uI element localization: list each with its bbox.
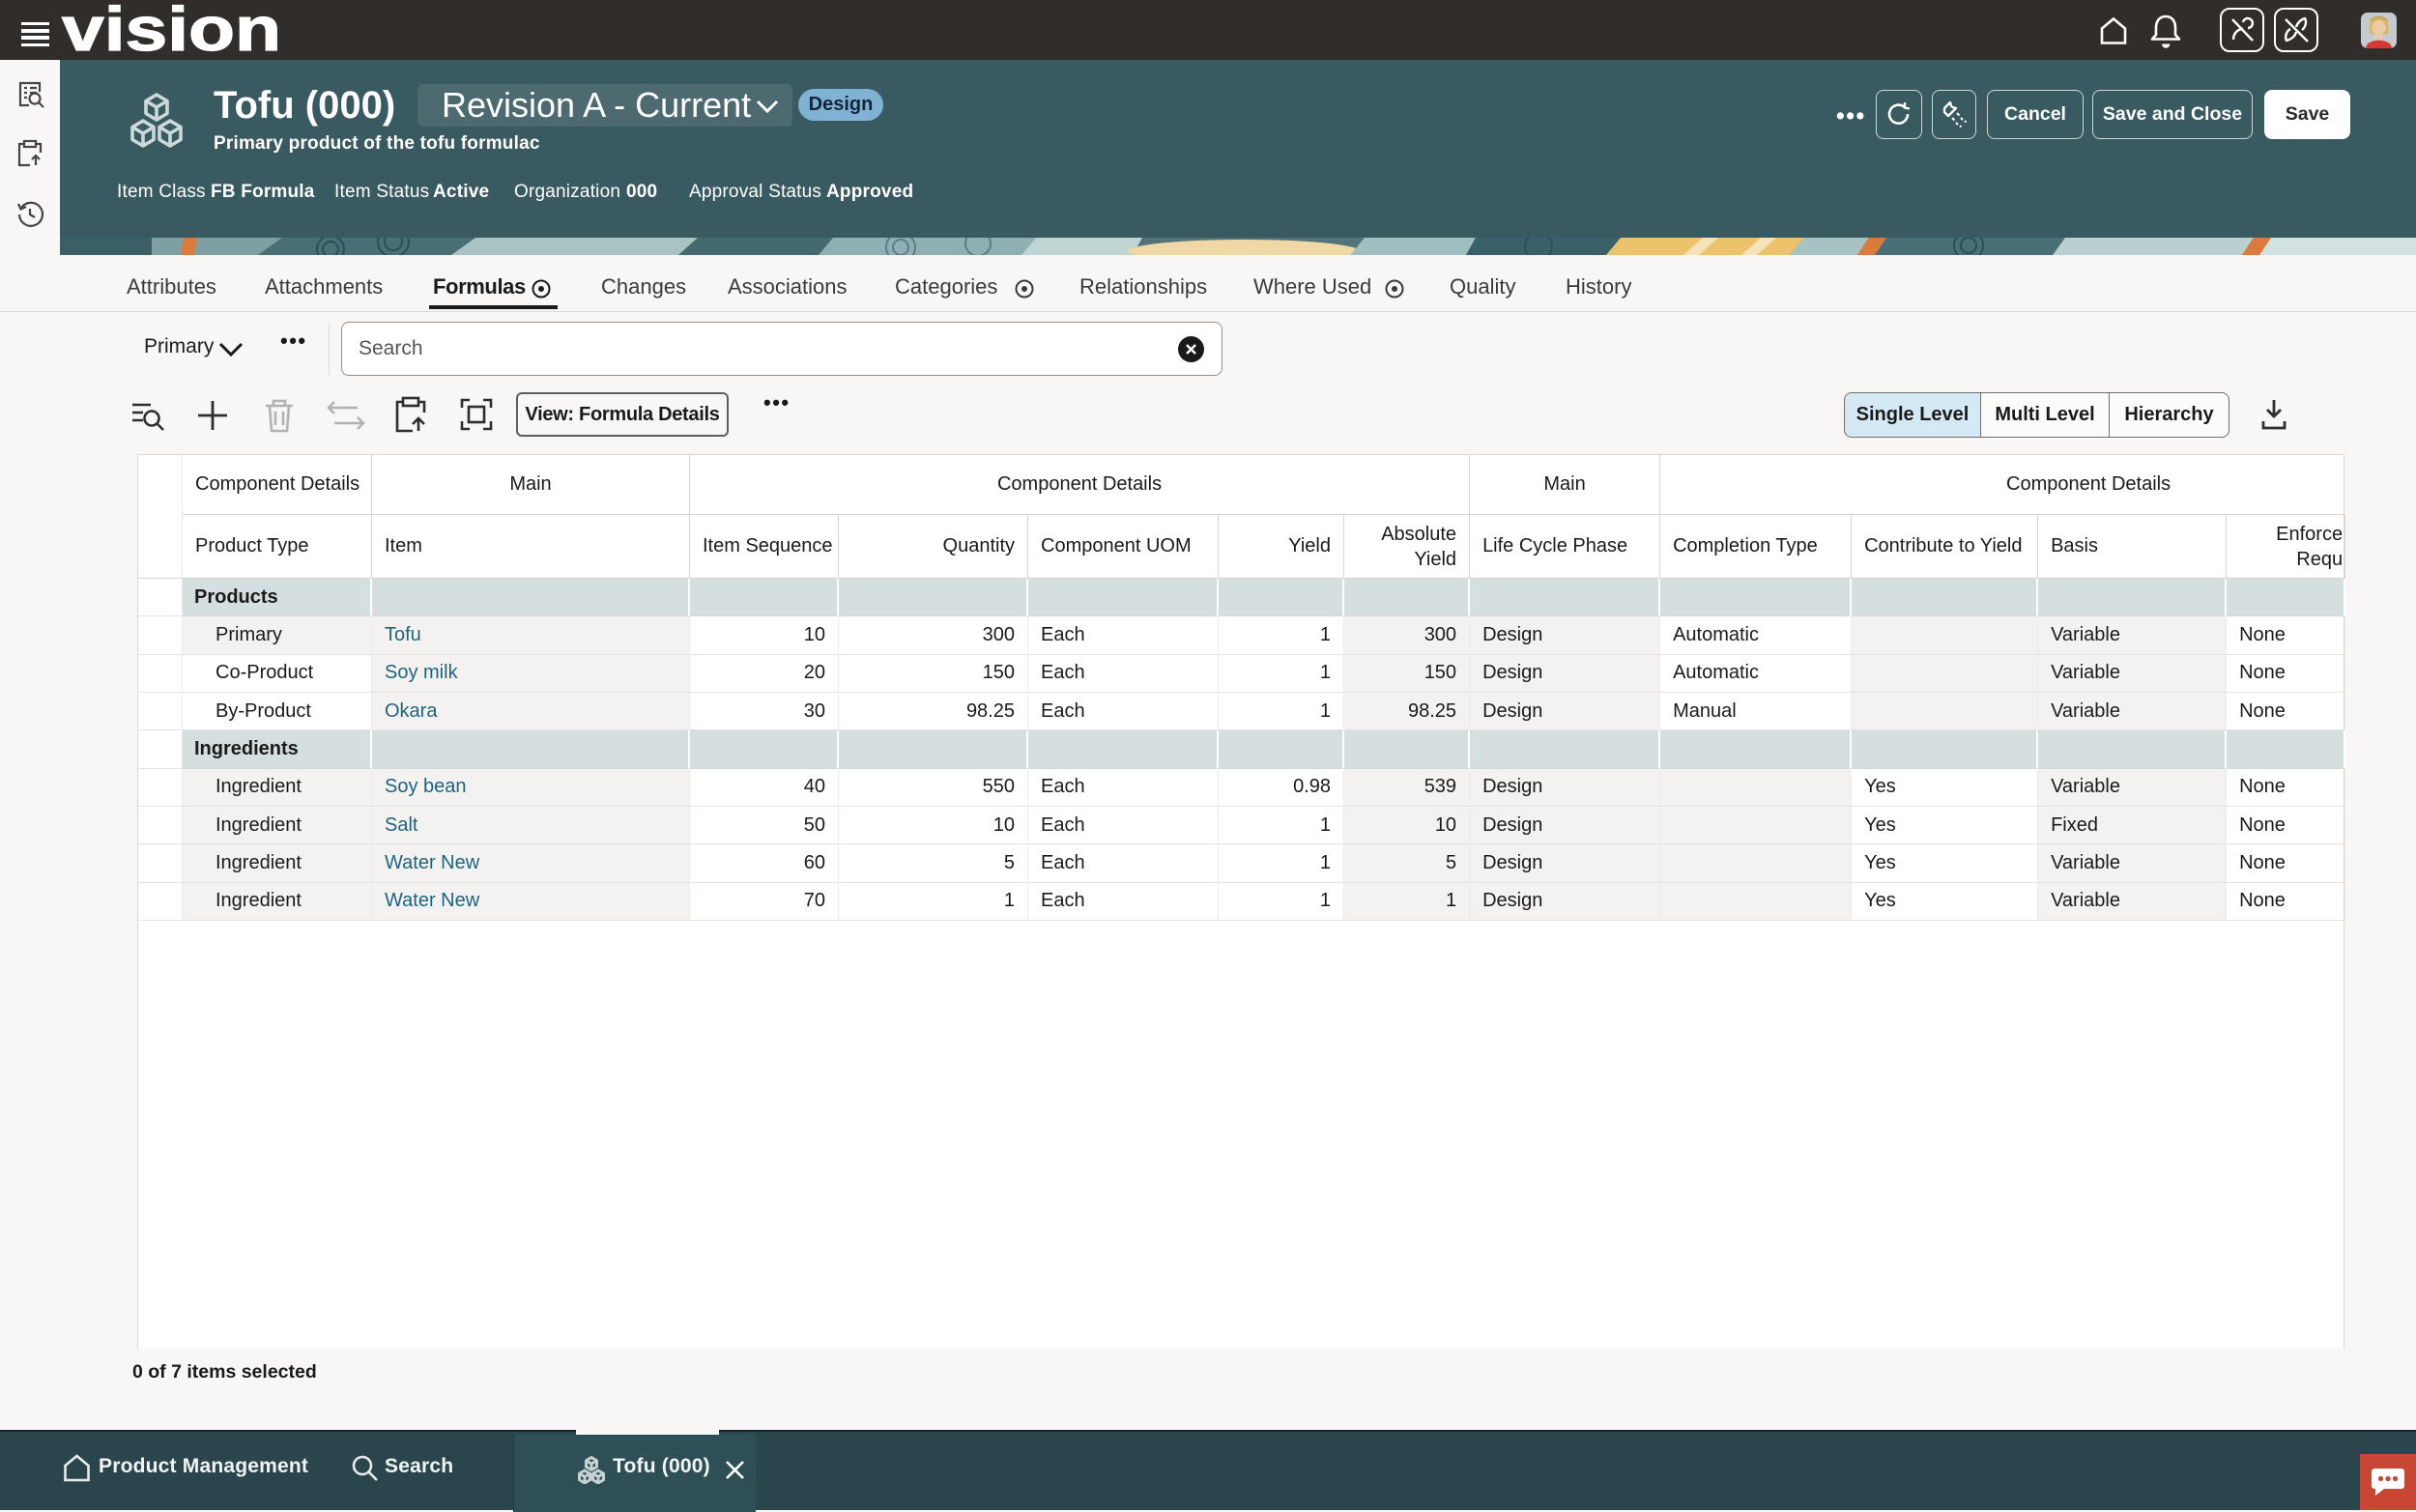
svg-text:vision: vision: [62, 0, 281, 60]
